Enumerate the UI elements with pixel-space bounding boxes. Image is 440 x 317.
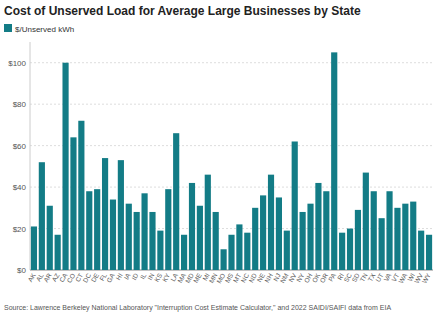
bar xyxy=(86,191,92,270)
bar xyxy=(94,189,100,270)
bar xyxy=(102,158,108,270)
bar xyxy=(213,212,219,270)
bar xyxy=(173,133,179,270)
bar xyxy=(339,233,345,270)
y-tick-label: $100 xyxy=(8,59,26,68)
y-tick-label: $60 xyxy=(13,142,27,151)
bar xyxy=(371,191,377,270)
bar xyxy=(205,175,211,270)
bar xyxy=(426,235,432,270)
bar xyxy=(300,212,306,270)
bar xyxy=(39,162,45,270)
bar xyxy=(292,141,298,270)
title: Cost of Unserved Load for Average Large … xyxy=(4,4,361,18)
bar xyxy=(118,160,124,270)
bar xyxy=(70,137,76,270)
bar xyxy=(260,195,266,270)
bar xyxy=(323,191,329,270)
y-tick-label: $20 xyxy=(13,225,27,234)
bar xyxy=(55,235,61,270)
legend-swatch xyxy=(4,24,12,32)
bar xyxy=(189,183,195,270)
bar xyxy=(402,204,408,270)
bar xyxy=(307,204,313,270)
grid-line xyxy=(30,145,433,146)
grid-line xyxy=(30,104,433,105)
bar xyxy=(252,208,258,270)
bar xyxy=(165,189,171,270)
bar xyxy=(134,212,140,270)
source: Source: Lawrence Berkeley National Labor… xyxy=(4,304,391,312)
y-axis xyxy=(30,42,31,270)
legend-label: $/Unserved kWh xyxy=(15,25,74,34)
bar xyxy=(141,193,147,270)
bar xyxy=(276,197,282,270)
bar xyxy=(197,206,203,270)
bar xyxy=(284,231,290,270)
y-tick-label: $80 xyxy=(13,100,27,109)
bar xyxy=(157,231,163,270)
bar xyxy=(78,121,84,270)
bar xyxy=(31,226,37,270)
bar xyxy=(221,249,227,270)
bar xyxy=(228,235,234,270)
bar xyxy=(355,210,361,270)
bar xyxy=(244,233,250,270)
bar xyxy=(268,175,274,270)
bars xyxy=(31,52,432,270)
grid-line xyxy=(30,62,433,63)
bar xyxy=(149,212,155,270)
bar xyxy=(418,231,424,270)
bar xyxy=(394,208,400,270)
bar xyxy=(331,52,337,270)
x-tick-label: WY xyxy=(421,271,433,284)
bar xyxy=(315,183,321,270)
bar xyxy=(181,235,187,270)
bar xyxy=(386,191,392,270)
bar xyxy=(379,218,385,270)
bar xyxy=(47,206,53,270)
bar xyxy=(410,202,416,270)
bar xyxy=(347,229,353,270)
bar xyxy=(363,173,369,270)
y-tick-label: $0 xyxy=(17,266,26,275)
bar xyxy=(236,224,242,270)
bar xyxy=(62,63,68,270)
legend: $/Unserved kWh xyxy=(4,24,74,34)
bar xyxy=(110,200,116,270)
y-tick-label: $40 xyxy=(13,183,27,192)
chart: Cost of Unserved Load for Average Large … xyxy=(0,0,440,317)
bar xyxy=(126,204,132,270)
grid-line xyxy=(30,187,433,188)
